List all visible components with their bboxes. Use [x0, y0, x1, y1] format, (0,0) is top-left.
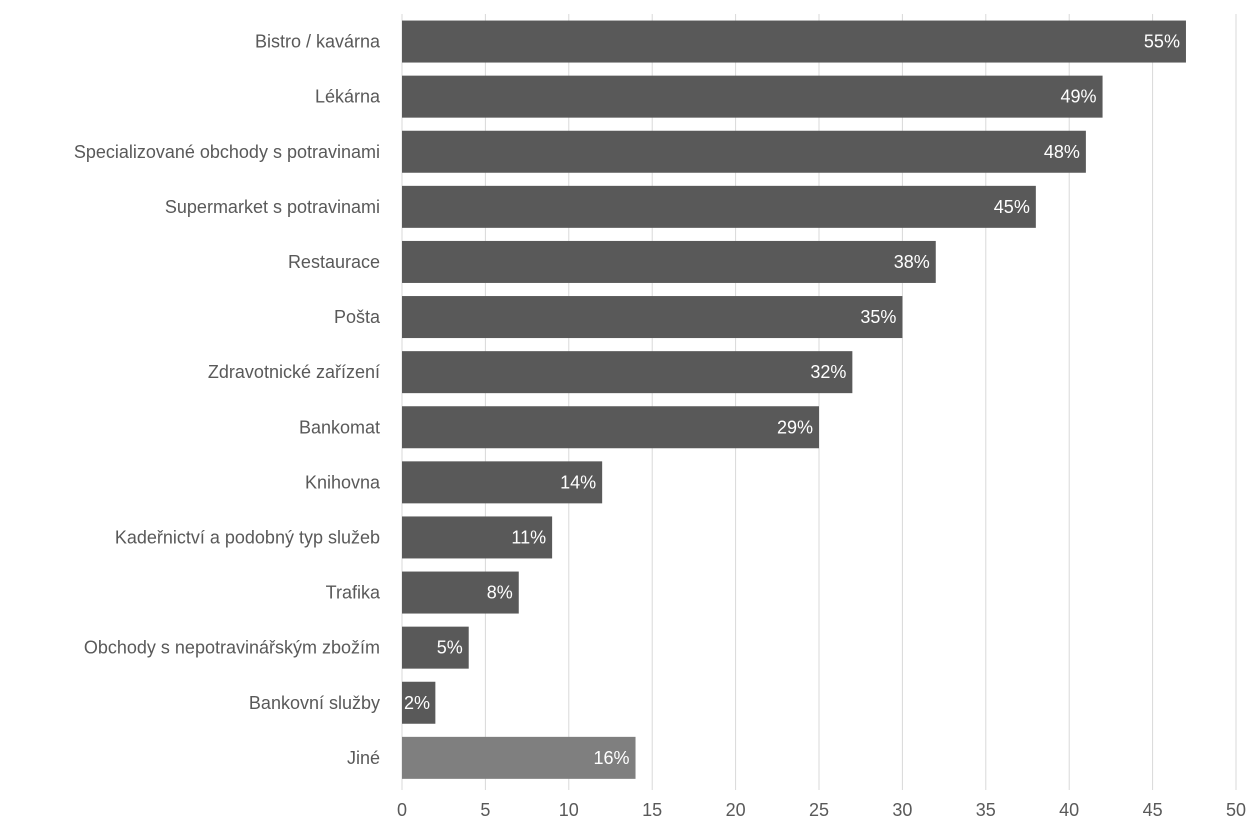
data-label: 8% — [487, 583, 513, 603]
category-label: Bistro / kavárna — [255, 32, 381, 52]
bars — [402, 20, 1186, 779]
bar — [402, 351, 853, 394]
x-tick-label: 0 — [397, 800, 407, 820]
data-label: 55% — [1144, 32, 1180, 52]
bar — [402, 20, 1186, 63]
data-label: 49% — [1061, 87, 1097, 107]
bar — [402, 130, 1086, 173]
category-label: Bankomat — [299, 417, 380, 437]
category-label: Knihovna — [305, 472, 381, 492]
category-label: Jiné — [347, 748, 380, 768]
category-label: Supermarket s potravinami — [165, 197, 380, 217]
category-label: Pošta — [334, 307, 381, 327]
x-tick-label: 40 — [1059, 800, 1079, 820]
data-label: 45% — [994, 197, 1030, 217]
data-label: 29% — [777, 417, 813, 437]
bar — [402, 406, 819, 449]
bar — [402, 736, 636, 779]
category-label: Trafika — [326, 583, 381, 603]
x-tick-label: 50 — [1226, 800, 1246, 820]
x-tick-label: 30 — [892, 800, 912, 820]
x-tick-label: 5 — [480, 800, 490, 820]
bar — [402, 75, 1103, 118]
x-tick-label: 10 — [559, 800, 579, 820]
data-label: 48% — [1044, 142, 1080, 162]
category-label: Restaurace — [288, 252, 380, 272]
x-tick-label: 45 — [1143, 800, 1163, 820]
bar — [402, 240, 936, 283]
bar — [402, 461, 603, 504]
data-label: 2% — [404, 693, 430, 713]
category-label: Zdravotnické zařízení — [208, 362, 380, 382]
x-tick-label: 15 — [642, 800, 662, 820]
bar — [402, 571, 519, 614]
bar — [402, 296, 903, 339]
category-label: Bankovní služby — [249, 693, 380, 713]
bar — [402, 516, 553, 559]
data-label: 5% — [437, 638, 463, 658]
x-tick-label: 35 — [976, 800, 996, 820]
data-label: 11% — [511, 527, 546, 547]
bar — [402, 626, 469, 669]
data-label: 35% — [860, 307, 896, 327]
gridlines — [401, 14, 1237, 790]
category-label: Lékárna — [315, 87, 381, 107]
data-label: 14% — [560, 472, 596, 492]
bar — [402, 681, 436, 724]
x-axis-ticks: 0 5 10 15 20 25 30 35 40 45 50 — [397, 800, 1246, 820]
data-label: 38% — [894, 252, 930, 272]
data-labels: 55% 49% 48% 45% 38% 35% 32% 29% 14% 11% 8% 5% 2% 16% — [404, 32, 1180, 768]
x-tick-label: 25 — [809, 800, 829, 820]
data-label: 16% — [593, 748, 629, 768]
bar — [402, 185, 1036, 228]
category-label: Specializované obchody s potravinami — [74, 142, 380, 162]
category-label: Kadeřnictví a podobný typ služeb — [115, 527, 380, 547]
x-tick-label: 20 — [726, 800, 746, 820]
category-label: Obchody s nepotravinářským zbožím — [84, 638, 380, 658]
category-labels: Bistro / kavárna Lékárna Specializované ob… — [74, 32, 381, 768]
data-label: 32% — [810, 362, 846, 382]
